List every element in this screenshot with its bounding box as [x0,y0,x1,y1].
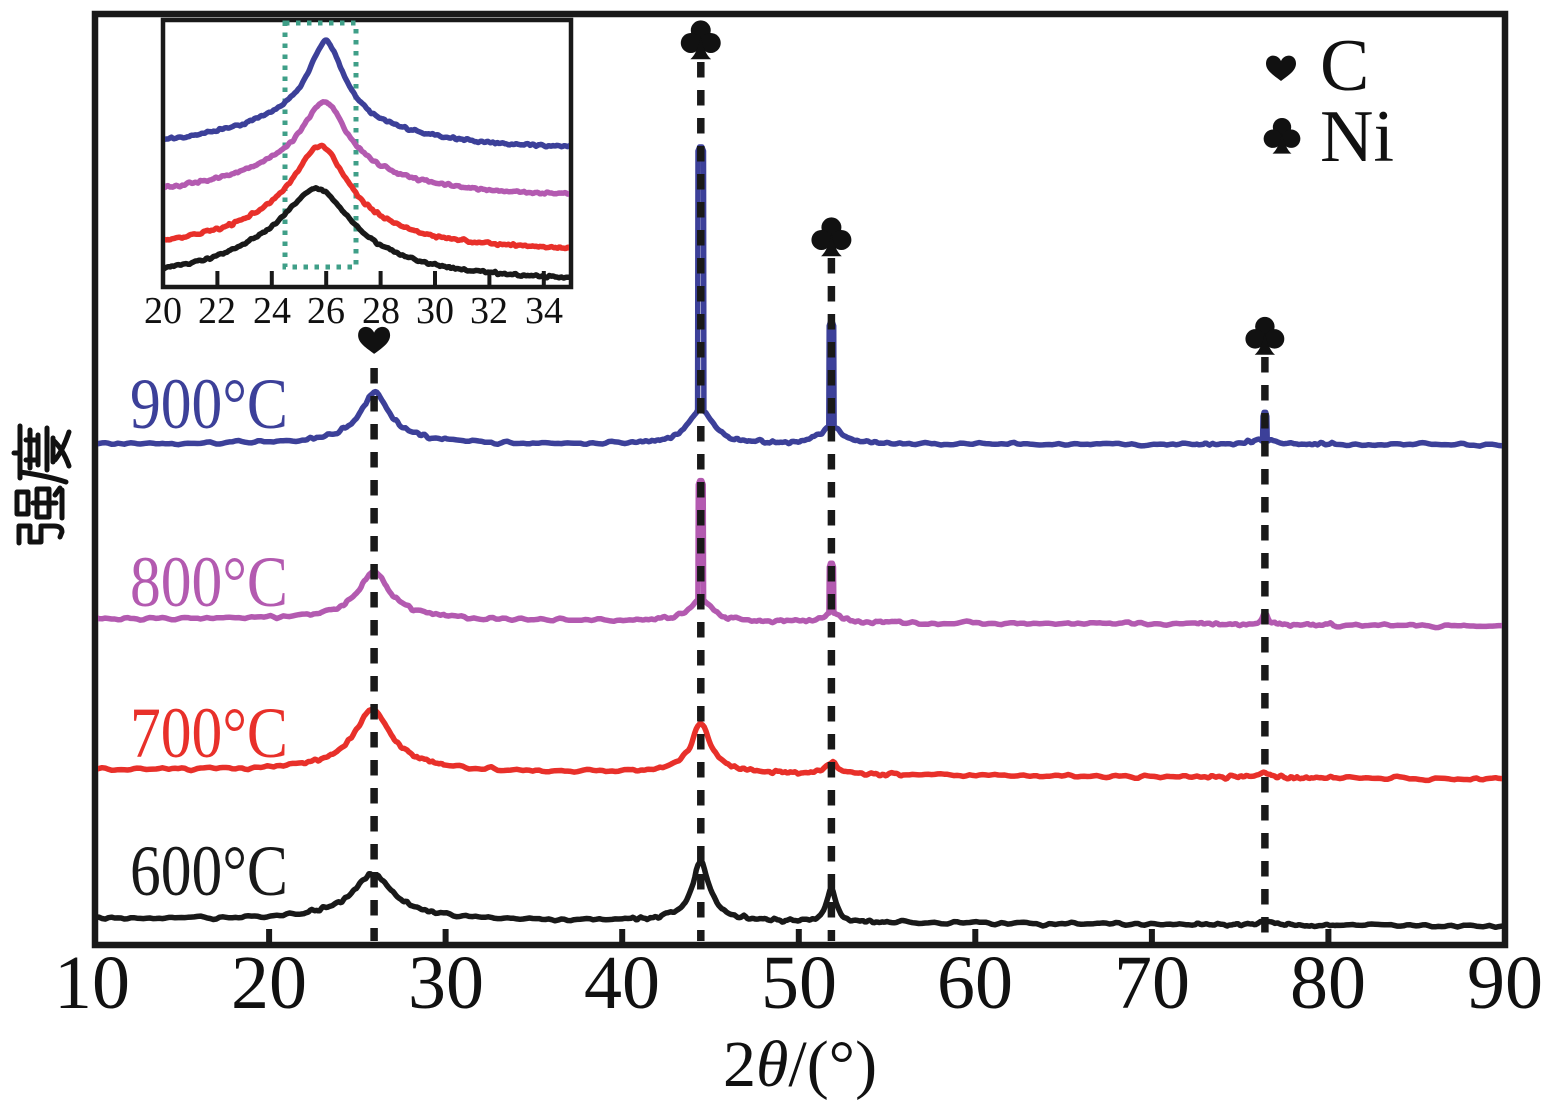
svg-text:60: 60 [937,941,1013,1025]
svg-text:80: 80 [1290,941,1366,1025]
svg-text:10: 10 [54,941,130,1025]
svg-text:700°C: 700°C [130,693,288,773]
svg-text:22: 22 [198,290,236,332]
svg-text:28: 28 [362,290,400,332]
svg-text:2θ/(°): 2θ/(°) [723,1028,877,1101]
svg-text:30: 30 [416,290,454,332]
svg-text:32: 32 [470,290,508,332]
svg-text:C: C [1320,25,1369,107]
svg-text:90: 90 [1467,941,1543,1025]
svg-text:20: 20 [231,941,307,1025]
svg-text:40: 40 [584,941,660,1025]
svg-text:34: 34 [525,290,563,332]
svg-text:800°C: 800°C [130,542,288,622]
svg-text:70: 70 [1114,941,1190,1025]
svg-text:20: 20 [144,290,182,332]
svg-text:Ni: Ni [1320,96,1394,178]
svg-text:50: 50 [761,941,837,1025]
svg-text:30: 30 [408,941,484,1025]
svg-text:24: 24 [253,290,291,332]
svg-text:900°C: 900°C [130,364,288,444]
svg-text:26: 26 [307,290,345,332]
svg-text:600°C: 600°C [130,831,288,911]
